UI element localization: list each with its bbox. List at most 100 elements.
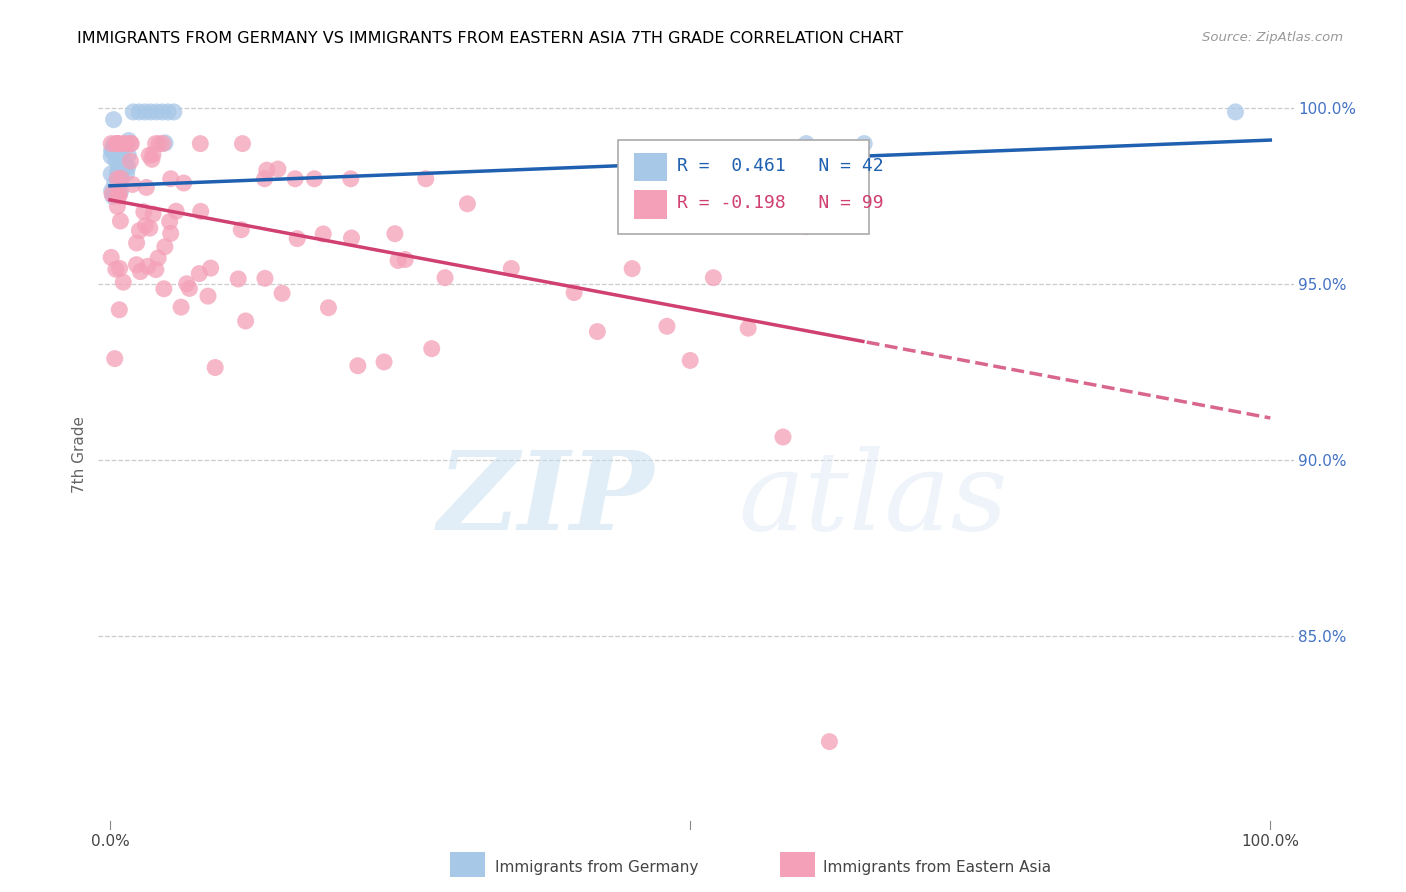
Point: [101, 144, 124, 158]
Point: [153, 282, 176, 296]
Text: Immigrants from Germany: Immigrants from Germany: [495, 860, 699, 874]
Point: [339, 171, 361, 186]
Point: [853, 136, 876, 151]
Point: [107, 173, 129, 187]
Point: [107, 189, 129, 203]
Point: [159, 214, 181, 228]
Point: [226, 272, 249, 286]
Point: [794, 136, 817, 151]
Point: [101, 186, 124, 201]
Point: [105, 136, 128, 151]
Point: [772, 430, 794, 444]
Point: [138, 148, 160, 162]
Text: ZIP: ZIP: [437, 446, 654, 554]
Point: [253, 271, 276, 285]
Point: [148, 251, 170, 265]
Point: [679, 353, 702, 368]
Point: [115, 158, 138, 172]
Point: [142, 147, 165, 161]
Point: [107, 167, 129, 181]
Point: [145, 104, 167, 119]
Point: [107, 136, 129, 151]
Point: [621, 261, 644, 276]
Point: [100, 136, 122, 151]
Text: Immigrants from Eastern Asia: Immigrants from Eastern Asia: [823, 860, 1050, 874]
Point: [118, 134, 141, 148]
Point: [702, 270, 724, 285]
Point: [107, 136, 129, 151]
Point: [373, 355, 395, 369]
Point: [153, 240, 176, 254]
Point: [105, 199, 128, 213]
Point: [136, 260, 159, 274]
Point: [318, 301, 340, 315]
Point: [110, 171, 132, 186]
Point: [141, 153, 163, 167]
Point: [105, 183, 128, 197]
Point: [104, 177, 127, 191]
Point: [112, 275, 135, 289]
Point: [120, 136, 142, 151]
Point: [105, 136, 128, 151]
Point: [120, 136, 142, 151]
Point: [108, 188, 131, 202]
Text: IMMIGRANTS FROM GERMANY VS IMMIGRANTS FROM EASTERN ASIA 7TH GRADE CORRELATION CH: IMMIGRANTS FROM GERMANY VS IMMIGRANTS FR…: [77, 31, 904, 46]
Point: [188, 136, 211, 151]
Point: [1225, 104, 1247, 119]
Point: [100, 251, 122, 265]
Point: [346, 359, 368, 373]
Point: [107, 163, 129, 178]
Point: [105, 171, 128, 186]
Point: [159, 227, 181, 241]
Point: [818, 734, 841, 748]
Point: [170, 300, 193, 314]
Point: [434, 270, 457, 285]
Point: [114, 136, 136, 151]
Point: [103, 112, 125, 127]
Point: [737, 321, 759, 335]
Point: [104, 351, 127, 366]
Text: Source: ZipAtlas.com: Source: ZipAtlas.com: [1202, 31, 1343, 45]
Point: [387, 253, 409, 268]
Point: [110, 184, 132, 198]
Point: [132, 204, 155, 219]
Point: [267, 162, 290, 177]
Point: [148, 136, 170, 151]
Point: [794, 219, 817, 234]
Text: atlas: atlas: [738, 446, 1008, 554]
Point: [235, 314, 257, 328]
Point: [115, 166, 138, 180]
Point: [204, 360, 226, 375]
Point: [100, 167, 122, 181]
Point: [125, 258, 148, 272]
Point: [110, 150, 132, 164]
FancyBboxPatch shape: [634, 153, 668, 181]
Point: [197, 289, 219, 303]
Point: [134, 104, 156, 119]
Point: [129, 265, 152, 279]
Point: [152, 136, 174, 151]
Point: [111, 136, 134, 151]
Point: [108, 261, 131, 276]
FancyBboxPatch shape: [619, 140, 869, 234]
Point: [117, 160, 139, 174]
Point: [420, 342, 443, 356]
Point: [108, 156, 131, 170]
Point: [304, 171, 326, 186]
Point: [562, 285, 585, 300]
Point: [655, 319, 678, 334]
Point: [110, 170, 132, 185]
Point: [104, 186, 127, 200]
Point: [153, 136, 176, 150]
Point: [231, 136, 253, 151]
Point: [103, 137, 125, 152]
Point: [285, 232, 308, 246]
Point: [139, 104, 162, 119]
Point: [394, 252, 416, 267]
Text: R =  0.461   N = 42: R = 0.461 N = 42: [676, 157, 883, 175]
Point: [107, 166, 129, 180]
Point: [173, 176, 195, 190]
Point: [110, 153, 132, 168]
Point: [110, 214, 132, 228]
Point: [100, 184, 122, 198]
